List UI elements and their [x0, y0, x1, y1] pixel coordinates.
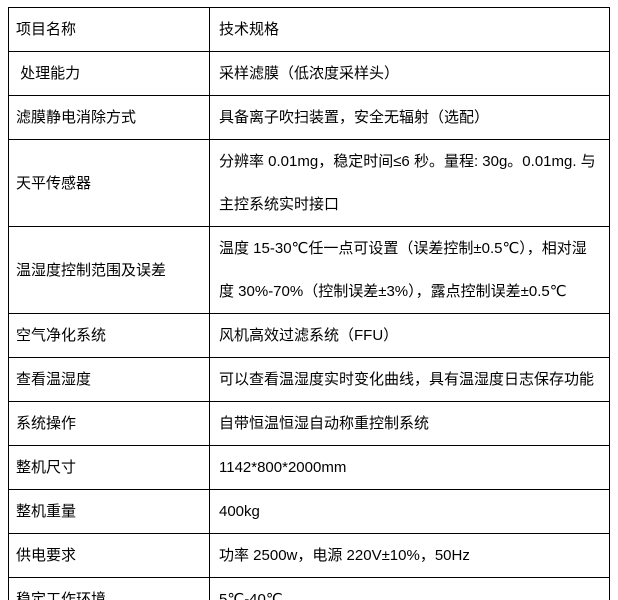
item-name-cell: 整机尺寸 — [8, 445, 210, 490]
table-row: 整机尺寸 1142*800*2000mm — [8, 445, 610, 490]
item-name-cell: 处理能力 — [8, 51, 210, 96]
table-row: 整机重量 400kg — [8, 489, 610, 534]
spec-value-cell: 5℃-40℃ — [209, 577, 610, 600]
item-name-cell: 稳定工作环境 — [8, 577, 210, 600]
spec-value-cell: 1142*800*2000mm — [209, 445, 610, 490]
spec-value-cell: 可以查看温湿度实时变化曲线，具有温湿度日志保存功能 — [209, 357, 610, 402]
item-name-cell: 查看温湿度 — [8, 357, 210, 402]
table-row: 温湿度控制范围及误差 温度 15-30℃任一点可设置（误差控制±0.5℃），相对… — [8, 226, 610, 314]
spec-value-cell: 具备离子吹扫装置，安全无辐射（选配） — [209, 95, 610, 140]
table-row: 供电要求 功率 2500w，电源 220V±10%，50Hz — [8, 533, 610, 578]
table-row: 空气净化系统 风机高效过滤系统（FFU） — [8, 313, 610, 358]
spec-value-cell: 风机高效过滤系统（FFU） — [209, 313, 610, 358]
spec-value-cell: 采样滤膜（低浓度采样头） — [209, 51, 610, 96]
table-row: 稳定工作环境 5℃-40℃ — [8, 577, 610, 600]
item-name-cell: 空气净化系统 — [8, 313, 210, 358]
item-name-cell: 温湿度控制范围及误差 — [8, 226, 210, 314]
spec-value-cell: 400kg — [209, 489, 610, 534]
item-name-cell: 滤膜静电消除方式 — [8, 95, 210, 140]
table-row: 天平传感器 分辨率 0.01mg，稳定时间≤6 秒。量程: 30g。0.01mg… — [8, 139, 610, 227]
table-row: 处理能力 采样滤膜（低浓度采样头） — [8, 51, 610, 96]
table-row: 系统操作 自带恒温恒湿自动称重控制系统 — [8, 401, 610, 446]
header-tech-spec-cell: 技术规格 — [209, 7, 610, 52]
spec-value-cell: 功率 2500w，电源 220V±10%，50Hz — [209, 533, 610, 578]
item-name-cell: 天平传感器 — [8, 139, 210, 227]
table-row: 滤膜静电消除方式 具备离子吹扫装置，安全无辐射（选配） — [8, 95, 610, 140]
table-row: 查看温湿度 可以查看温湿度实时变化曲线，具有温湿度日志保存功能 — [8, 357, 610, 402]
header-row: 项目名称 技术规格 — [8, 7, 610, 52]
spec-table: 项目名称 技术规格 处理能力 采样滤膜（低浓度采样头） 滤膜静电消除方式 具备离… — [8, 7, 610, 600]
item-name-cell: 整机重量 — [8, 489, 210, 534]
item-name-cell: 系统操作 — [8, 401, 210, 446]
spec-value-cell: 自带恒温恒湿自动称重控制系统 — [209, 401, 610, 446]
spec-value-cell: 分辨率 0.01mg，稳定时间≤6 秒。量程: 30g。0.01mg. 与主控系… — [209, 139, 610, 227]
item-name-cell: 供电要求 — [8, 533, 210, 578]
spec-value-cell: 温度 15-30℃任一点可设置（误差控制±0.5℃），相对湿度 30%-70%（… — [209, 226, 610, 314]
header-item-name-cell: 项目名称 — [8, 7, 210, 52]
